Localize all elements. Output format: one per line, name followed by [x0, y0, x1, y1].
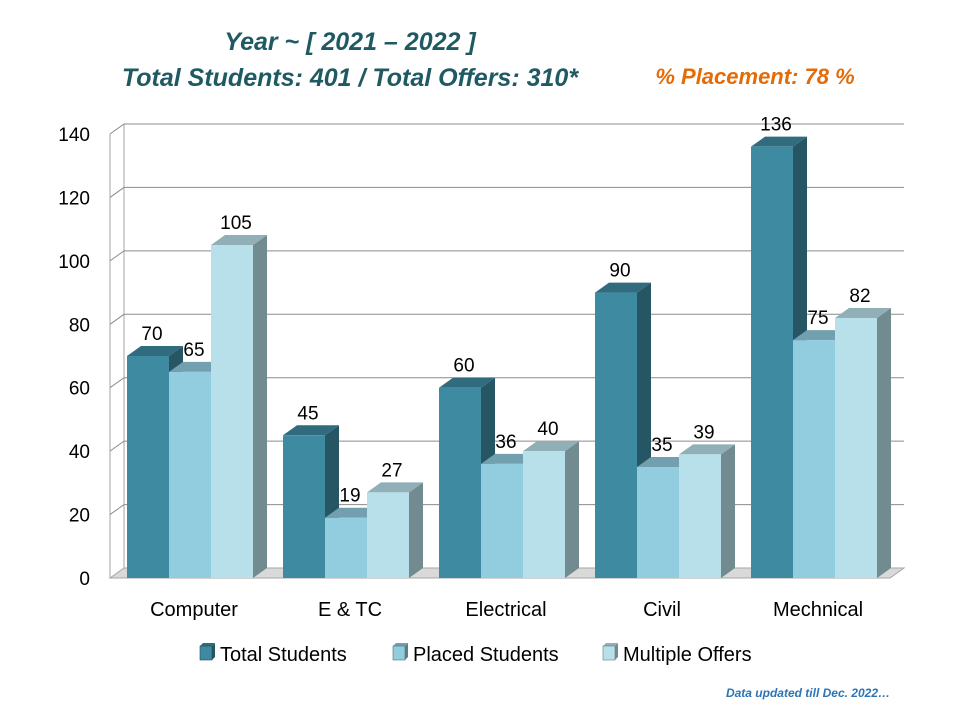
y-tick-label: 60: [69, 379, 90, 400]
x-axis-category-labels: Computer E & TC Electrical Civil Mechnical: [150, 599, 863, 621]
x-category-label: Computer: [150, 599, 238, 621]
x-category-label: E & TC: [318, 599, 382, 621]
bar-side: [253, 235, 267, 578]
bar-front: [751, 146, 793, 578]
chart-title-line-2: Total Students: 401 / Total Offers: 310*: [121, 64, 579, 92]
bar-top: [367, 482, 423, 493]
bar-front: [325, 517, 367, 578]
x-category-label: Civil: [643, 599, 681, 621]
y-tick-label: 120: [58, 188, 90, 209]
chart-bars: [127, 136, 891, 578]
bar-front: [793, 340, 835, 578]
bar-front: [679, 454, 721, 578]
bar-top: [595, 282, 651, 293]
bar-front: [283, 435, 325, 578]
y-tick-label: 80: [69, 315, 90, 336]
bar-front: [637, 467, 679, 578]
gridline: [109, 250, 904, 262]
bar-front: [835, 317, 877, 578]
y-tick-label: 40: [69, 442, 90, 463]
data-label: 27: [381, 460, 402, 481]
legend-swatch-top: [603, 643, 618, 646]
bar-front: [481, 463, 523, 578]
bar-front: [169, 371, 211, 578]
data-label: 136: [760, 115, 792, 136]
x-category-label: Electrical: [465, 599, 546, 621]
data-label: 105: [220, 213, 252, 234]
bar-multiple-offers-3: [679, 444, 735, 578]
y-tick-label: 20: [69, 506, 90, 527]
legend-swatch: [392, 645, 406, 661]
legend-swatch-side: [212, 643, 215, 660]
data-label: 65: [183, 340, 204, 361]
bar-front: [127, 356, 169, 578]
legend-item-placed-students: Placed Students: [392, 643, 559, 666]
legend-item-total-students: Total Students: [199, 643, 347, 666]
data-label: 90: [609, 261, 630, 282]
bar-multiple-offers-0: [211, 235, 267, 578]
legend-swatch-top: [393, 643, 408, 646]
bar-side: [877, 307, 891, 578]
bar-top: [679, 444, 735, 455]
y-tick-label: 0: [79, 569, 90, 590]
data-label: 36: [495, 432, 516, 453]
data-label: 75: [807, 308, 828, 329]
data-label: 60: [453, 356, 474, 377]
y-tick-label: 100: [58, 252, 90, 273]
legend-item-multiple-offers: Multiple Offers: [602, 643, 752, 666]
data-label: 45: [297, 403, 318, 424]
bar-top: [751, 136, 807, 147]
y-axis-tick-labels: 0 20 40 60 80 100 120 140: [58, 125, 90, 590]
legend-label: Placed Students: [413, 644, 559, 666]
bar-top: [523, 441, 579, 452]
bar-top: [835, 307, 891, 318]
bar-top: [283, 425, 339, 436]
y-tick-label: 140: [58, 125, 90, 146]
legend-label: Total Students: [220, 644, 347, 666]
legend-swatch: [199, 645, 213, 661]
bar-side: [409, 482, 423, 578]
legend-swatch-top: [200, 643, 215, 646]
data-labels: 70 65 105 45 19 27 60 36 40 90 35 39 136 75 82: [141, 115, 870, 507]
legend-label: Multiple Offers: [623, 644, 752, 666]
data-label: 39: [693, 422, 714, 443]
bar-top: [127, 346, 183, 356]
bar-multiple-offers-4: [835, 307, 891, 578]
x-category-label: Mechnical: [773, 599, 863, 621]
bar-multiple-offers-1: [367, 482, 423, 578]
data-label: 70: [141, 324, 162, 345]
legend-swatch-side: [405, 643, 408, 660]
gridline: [109, 123, 904, 135]
bar-side: [721, 444, 735, 578]
bar-front: [595, 292, 637, 578]
bar-top: [439, 377, 495, 388]
placement-percentage: % Placement: 78 %: [655, 64, 855, 89]
bar-side: [565, 441, 579, 578]
bar-multiple-offers-2: [523, 441, 579, 578]
gridline: [109, 186, 904, 198]
data-label: 19: [339, 486, 360, 507]
bar-top: [211, 235, 267, 245]
data-updated-note: Data updated till Dec. 2022…: [725, 686, 890, 700]
chart-title-line-1: Year ~ [ 2021 – 2022 ]: [224, 28, 476, 56]
data-label: 40: [537, 419, 558, 440]
bar-front: [523, 451, 565, 578]
data-label: 35: [651, 435, 672, 456]
legend-swatch-side: [615, 643, 618, 660]
legend-swatch: [602, 645, 616, 661]
bar-front: [439, 387, 481, 578]
bar-front: [211, 245, 253, 578]
data-label: 82: [849, 286, 870, 307]
bar-front: [367, 492, 409, 578]
chart-legend: Total Students Placed Students Multiple Of…: [199, 643, 752, 666]
